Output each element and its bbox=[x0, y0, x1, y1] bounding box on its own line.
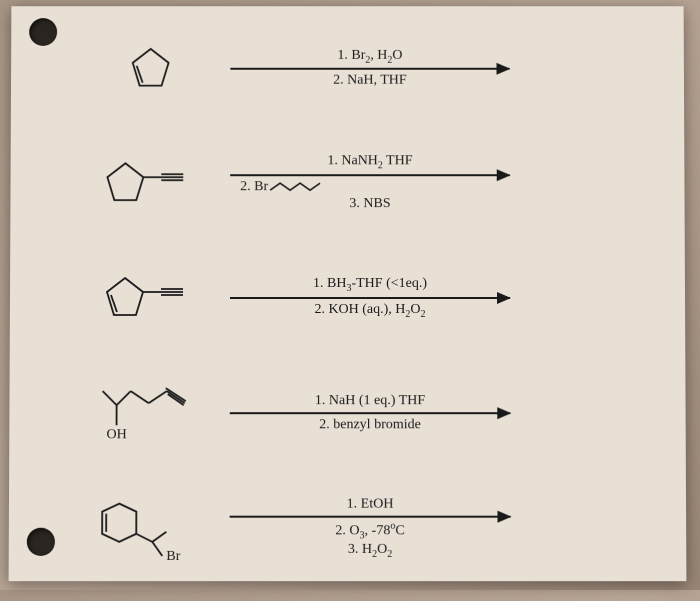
arrow-1 bbox=[230, 68, 509, 70]
reagent-2-top: 1. NaNH2 THF bbox=[230, 153, 510, 171]
br-label: Br bbox=[166, 548, 180, 563]
arrow-4 bbox=[230, 412, 510, 414]
reaction-row-1: 1. Br2, H2O 2. NaH, THF bbox=[91, 26, 645, 110]
reagent-4-top: 1. NaH (1 eq.) THF bbox=[230, 393, 510, 409]
reagent-2-extra: 3. NBS bbox=[230, 196, 510, 212]
structure-oh-alkyne: OH bbox=[89, 383, 209, 443]
reagent-5-top: 1. EtOH bbox=[230, 496, 511, 512]
reagent-5-extra: 3. H2O2 bbox=[230, 542, 511, 560]
reaction-row-5: Br 1. EtOH 2. O3, -78oC 3. H2O2 bbox=[89, 486, 646, 572]
arrow-3 bbox=[230, 296, 510, 298]
reagents-1: 1. Br2, H2O 2. NaH, THF bbox=[230, 48, 509, 90]
structure-cyclopentyl-alkyne bbox=[90, 155, 210, 210]
alkyl-chain-icon bbox=[268, 180, 328, 194]
reaction-row-4: OH 1. NaH (1 eq.) THF 2. benzyl bromide bbox=[89, 370, 645, 455]
oh-label: OH bbox=[106, 427, 126, 442]
reagent-5-bottom: 2. O3, -78oC bbox=[230, 521, 511, 542]
worksheet-paper: 1. Br2, H2O 2. NaH, THF 1. NaNH2 THF bbox=[9, 6, 687, 581]
reagents-2: 1. NaNH2 THF 2. Br 3. NBS bbox=[230, 153, 510, 212]
reaction-row-2: 1. NaNH2 THF 2. Br 3. NBS bbox=[90, 140, 644, 225]
arrow-2 bbox=[230, 174, 510, 176]
reagents-3: 1. BH3-THF (<1eq.) 2. KOH (aq.), H2O2 bbox=[230, 276, 510, 320]
punch-hole-bottom bbox=[27, 528, 55, 556]
reagent-1-bottom: 2. NaH, THF bbox=[230, 73, 509, 89]
reagent-2-br-label: 2. Br bbox=[240, 179, 268, 194]
reagent-4-bottom: 2. benzyl bromide bbox=[230, 417, 511, 433]
reagent-3-top: 1. BH3-THF (<1eq.) bbox=[230, 276, 510, 294]
structure-cyclopentene bbox=[91, 41, 211, 96]
reagents-4: 1. NaH (1 eq.) THF 2. benzyl bromide bbox=[230, 393, 511, 433]
reactions-content: 1. Br2, H2O 2. NaH, THF 1. NaNH2 THF bbox=[89, 26, 646, 601]
reaction-row-3: 1. BH3-THF (<1eq.) 2. KOH (aq.), H2O2 bbox=[90, 255, 645, 340]
reagent-2-bottom: 2. Br bbox=[230, 179, 510, 195]
punch-hole-top bbox=[29, 18, 57, 46]
structure-cyclohexene-br: Br bbox=[89, 493, 210, 563]
reagents-5: 1. EtOH 2. O3, -78oC 3. H2O2 bbox=[230, 496, 511, 560]
reagent-1-top: 1. Br2, H2O bbox=[230, 48, 509, 66]
arrow-5 bbox=[230, 516, 511, 518]
reagent-3-bottom: 2. KOH (aq.), H2O2 bbox=[230, 301, 510, 319]
structure-cyclopentene-alkyne bbox=[90, 270, 210, 325]
